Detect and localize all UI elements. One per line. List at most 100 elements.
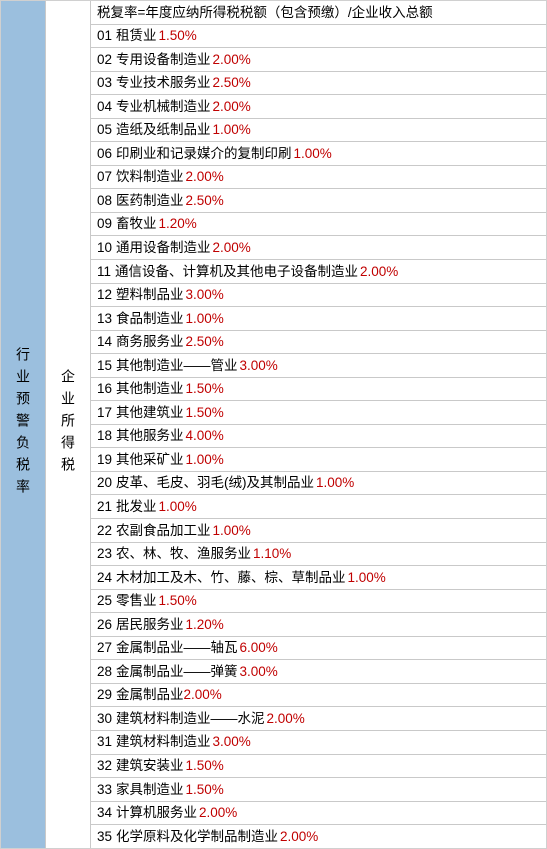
row-label: 农副食品加工业 [116, 522, 211, 540]
row-percent: 1.00% [348, 569, 386, 587]
row-label: 其他制造业——管业 [116, 357, 238, 375]
row-percent: 6.00% [240, 639, 278, 657]
row-number: 15 [97, 357, 112, 375]
row-label: 其他服务业 [116, 427, 184, 445]
row-percent: 2.00% [199, 804, 237, 822]
formula-row: 税复率=年度应纳所得税税额（包含预缴）/企业收入总额 [91, 1, 546, 25]
row-percent: 2.00% [267, 710, 305, 728]
formula-text: 税复率=年度应纳所得税税额（包含预缴）/企业收入总额 [97, 4, 433, 22]
row-label: 畜牧业 [116, 215, 157, 233]
table-row: 07饮料制造业 2.00% [91, 166, 546, 190]
row-label: 皮革、毛皮、羽毛(绒)及其制品业 [116, 474, 314, 492]
row-percent: 1.00% [294, 145, 332, 163]
table-row: 17其他建筑业 1.50% [91, 401, 546, 425]
row-number: 25 [97, 592, 112, 610]
row-percent: 2.00% [186, 168, 224, 186]
table-row: 14商务服务业 2.50% [91, 331, 546, 355]
row-percent: 3.00% [240, 357, 278, 375]
table-row: 15其他制造业——管业 3.00% [91, 354, 546, 378]
row-number: 35 [97, 828, 112, 846]
row-label: 建筑材料制造业 [116, 733, 211, 751]
row-number: 24 [97, 569, 112, 587]
row-number: 34 [97, 804, 112, 822]
row-number: 22 [97, 522, 112, 540]
row-number: 28 [97, 663, 112, 681]
table-row: 16其他制造业 1.50% [91, 378, 546, 402]
left-header-column: 行业预警负税率 [1, 1, 46, 848]
row-percent: 2.50% [186, 192, 224, 210]
row-label: 计算机服务业 [116, 804, 197, 822]
table-row: 25零售业 1.50% [91, 590, 546, 614]
row-percent: 4.00% [186, 427, 224, 445]
row-number: 26 [97, 616, 112, 634]
row-label: 木材加工及木、竹、藤、棕、草制品业 [116, 569, 346, 587]
row-label: 家具制造业 [116, 781, 184, 799]
row-number: 27 [97, 639, 112, 657]
row-percent: 1.50% [186, 404, 224, 422]
table-row: 34计算机服务业 2.00% [91, 802, 546, 826]
row-label: 专业技术服务业 [116, 74, 211, 92]
row-percent: 1.10% [253, 545, 291, 563]
table-row: 21批发业 1.00% [91, 495, 546, 519]
table-row: 01租赁业 1.50% [91, 25, 546, 49]
row-number: 01 [97, 27, 112, 45]
row-number: 19 [97, 451, 112, 469]
row-number: 07 [97, 168, 112, 186]
row-number: 20 [97, 474, 112, 492]
table-row: 06印刷业和记录媒介的复制印刷 1.00% [91, 142, 546, 166]
row-label: 印刷业和记录媒介的复制印刷 [116, 145, 292, 163]
mid-header-column: 企业所得税 [46, 1, 91, 848]
table-row: 18其他服务业 4.00% [91, 425, 546, 449]
row-number: 02 [97, 51, 112, 69]
table-row: 26居民服务业 1.20% [91, 613, 546, 637]
table-row: 30建筑材料制造业——水泥 2.00% [91, 707, 546, 731]
table-row: 35化学原料及化学制品制造业 2.00% [91, 825, 546, 848]
table-row: 08医药制造业 2.50% [91, 189, 546, 213]
row-percent: 1.00% [186, 310, 224, 328]
row-label: 造纸及纸制品业 [116, 121, 211, 139]
row-label: 商务服务业 [116, 333, 184, 351]
row-label: 农、林、牧、渔服务业 [116, 545, 251, 563]
table-row: 05造纸及纸制品业 1.00% [91, 119, 546, 143]
row-number: 33 [97, 781, 112, 799]
table-row: 28金属制品业——弹簧 3.00% [91, 660, 546, 684]
row-number: 23 [97, 545, 112, 563]
row-percent: 2.50% [213, 74, 251, 92]
row-number: 13 [97, 310, 112, 328]
row-number: 29 [97, 686, 112, 704]
row-label: 批发业 [116, 498, 157, 516]
table-row: 27金属制品业——轴瓦 6.00% [91, 637, 546, 661]
row-percent: 1.50% [186, 757, 224, 775]
row-percent: 1.50% [159, 27, 197, 45]
table-row: 31建筑材料制造业 3.00% [91, 731, 546, 755]
table-row: 13食品制造业 1.00% [91, 307, 546, 331]
row-label: 租赁业 [116, 27, 157, 45]
row-label: 通用设备制造业 [116, 239, 211, 257]
row-label: 专业机械制造业 [116, 98, 211, 116]
table-row: 23农、林、牧、渔服务业 1.10% [91, 543, 546, 567]
row-label: 通信设备、计算机及其他电子设备制造业 [115, 263, 358, 281]
row-label: 其他采矿业 [116, 451, 184, 469]
row-percent: 1.50% [186, 380, 224, 398]
row-number: 31 [97, 733, 112, 751]
row-label: 医药制造业 [116, 192, 184, 210]
row-percent: 1.00% [316, 474, 354, 492]
table-row: 33家具制造业 1.50% [91, 778, 546, 802]
row-label: 金属制品业 [116, 686, 184, 704]
row-percent: 3.00% [213, 733, 251, 751]
row-label: 零售业 [116, 592, 157, 610]
row-number: 32 [97, 757, 112, 775]
row-label: 饮料制造业 [116, 168, 184, 186]
row-label: 专用设备制造业 [116, 51, 211, 69]
row-number: 10 [97, 239, 112, 257]
row-percent: 1.00% [213, 522, 251, 540]
left-header-text: 行业预警负税率 [13, 347, 33, 501]
row-percent: 1.50% [159, 592, 197, 610]
row-percent: 1.00% [159, 498, 197, 516]
row-percent: 1.00% [186, 451, 224, 469]
row-number: 06 [97, 145, 112, 163]
data-column: 税复率=年度应纳所得税税额（包含预缴）/企业收入总额 01租赁业 1.50% 02… [91, 1, 546, 848]
row-number: 03 [97, 74, 112, 92]
row-number: 11 [97, 263, 111, 281]
table-row: 19其他采矿业 1.00% [91, 448, 546, 472]
